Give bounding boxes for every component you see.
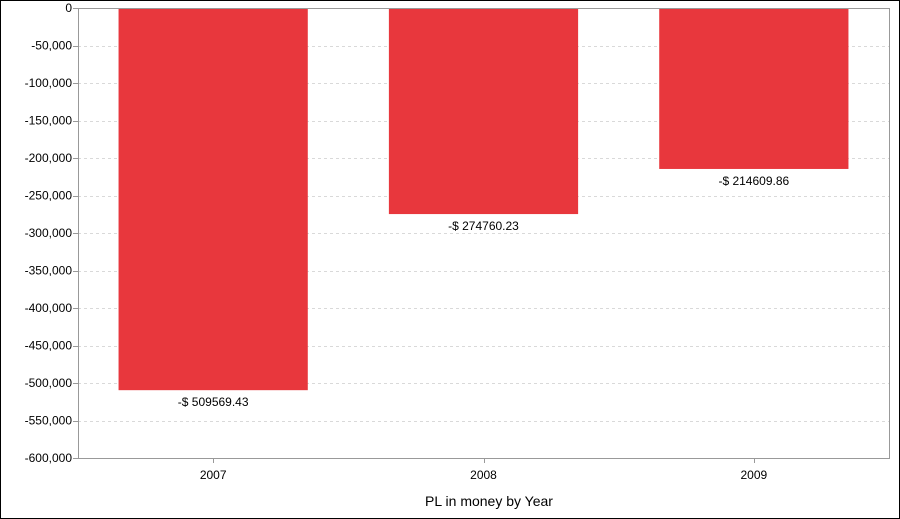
y-axis-ticks: 0 -50,000 -100,000 -150,000 -200,000 -250,000… <box>25 1 78 465</box>
y-tick-label: -200,000 <box>25 151 73 165</box>
y-tick-label: -450,000 <box>25 339 73 353</box>
y-tick-label: -400,000 <box>25 301 73 315</box>
x-tick-label-2008: 2008 <box>470 468 497 482</box>
y-tick-label: -300,000 <box>25 226 73 240</box>
data-label-2007: -$ 509569.43 <box>178 395 249 409</box>
bar-2008 <box>388 8 579 215</box>
y-tick-label: 0 <box>65 1 72 15</box>
data-label-2009: -$ 214609.86 <box>718 174 789 188</box>
data-labels: -$ 509569.43 -$ 274760.23 -$ 214609.86 <box>178 174 790 409</box>
y-tick-label: -250,000 <box>25 189 73 203</box>
y-tick-label: -600,000 <box>25 451 73 465</box>
y-tick-label: -500,000 <box>25 376 73 390</box>
y-tick-label: -550,000 <box>25 414 73 428</box>
y-tick-label: -100,000 <box>25 76 73 90</box>
plot-border <box>78 8 890 459</box>
y-tick-label: -50,000 <box>31 39 72 53</box>
axes <box>78 8 890 459</box>
bars <box>118 8 849 391</box>
bar-2007 <box>118 8 308 391</box>
bar-2009 <box>659 8 849 169</box>
y-tick-label: -150,000 <box>25 114 73 128</box>
data-label-2008: -$ 274760.23 <box>448 219 519 233</box>
x-axis-title: PL in money by Year <box>425 493 553 509</box>
x-tick-label-2007: 2007 <box>200 468 227 482</box>
x-tick-label-2009: 2009 <box>740 468 767 482</box>
x-axis-ticks: 2007 2008 2009 <box>200 458 768 482</box>
y-tick-label: -350,000 <box>25 264 73 278</box>
